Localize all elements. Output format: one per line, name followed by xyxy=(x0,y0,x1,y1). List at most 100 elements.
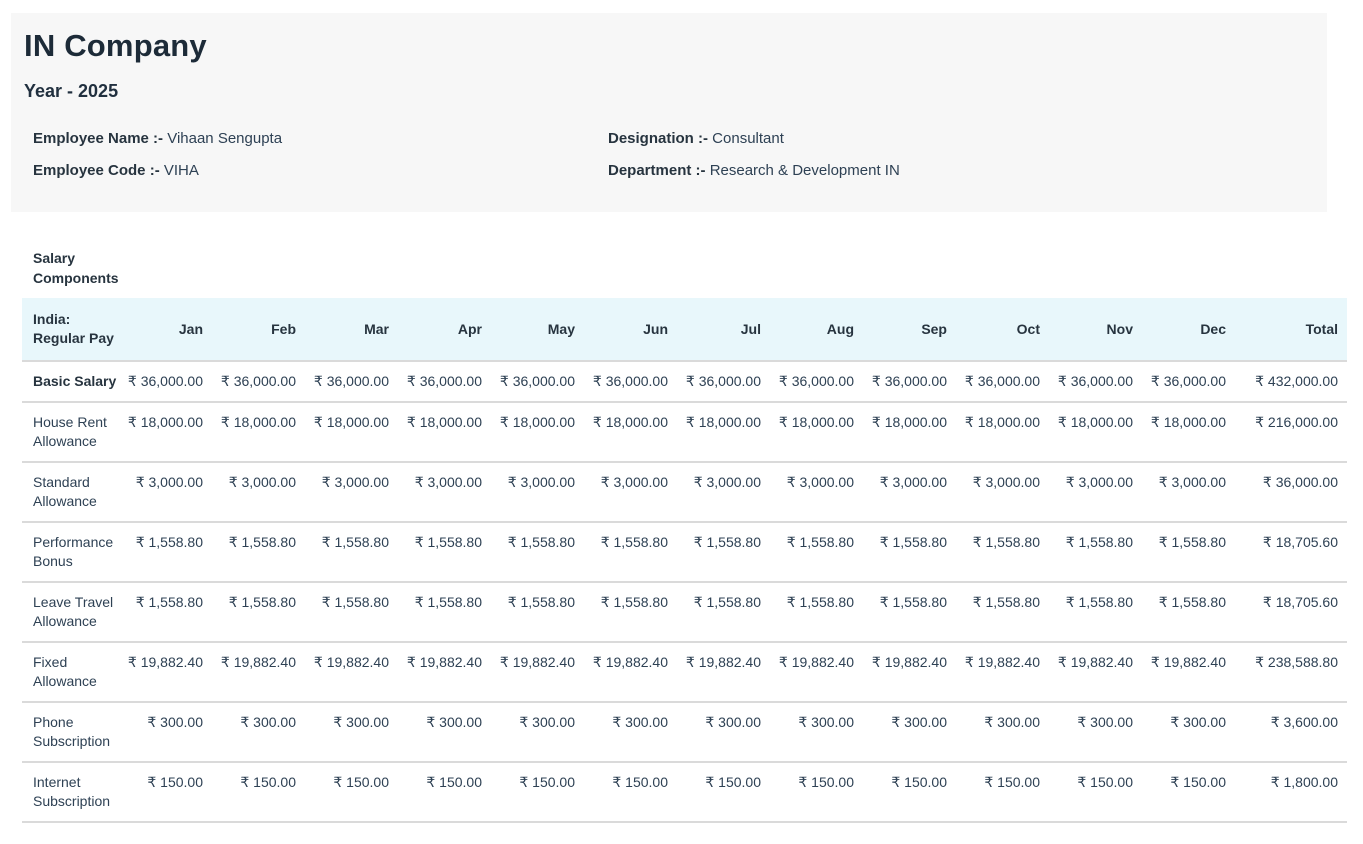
amount-cell: ₹ 1,800.00 xyxy=(1235,762,1347,823)
amount-cell: ₹ 150.00 xyxy=(956,762,1049,823)
amount-cell: ₹ 19,882.40 xyxy=(584,642,677,703)
column-header-dec: Dec xyxy=(1142,298,1235,362)
amount-cell: ₹ 19,882.40 xyxy=(863,642,956,703)
amount-cell: ₹ 300.00 xyxy=(119,702,212,763)
amount-cell: ₹ 19,882.40 xyxy=(677,642,770,703)
employee-code-label: Employee Code :- xyxy=(33,162,160,179)
column-header-apr: Apr xyxy=(398,298,491,362)
amount-cell: ₹ 1,558.80 xyxy=(212,522,305,583)
department-label: Department :- xyxy=(608,162,706,179)
employee-info-right-column: Designation :- Consultant Department :- … xyxy=(608,131,1288,195)
amount-cell: ₹ 18,000.00 xyxy=(863,402,956,463)
amount-cell: ₹ 3,000.00 xyxy=(119,462,212,523)
amount-cell: ₹ 3,000.00 xyxy=(584,462,677,523)
salary-table-section: Salary Components India: Regular Pay Jan… xyxy=(22,248,1347,823)
amount-cell: ₹ 18,000.00 xyxy=(212,402,305,463)
amount-cell: ₹ 3,000.00 xyxy=(863,462,956,523)
amount-cell: ₹ 3,000.00 xyxy=(212,462,305,523)
amount-cell: ₹ 36,000.00 xyxy=(1142,361,1235,403)
amount-cell: ₹ 300.00 xyxy=(584,702,677,763)
table-header-row: India: Regular Pay Jan Feb Mar Apr May Jun Jul… xyxy=(22,298,1347,362)
row-label: Leave Travel Allowance xyxy=(22,582,119,643)
amount-cell: ₹ 36,000.00 xyxy=(119,361,212,403)
table-row: House Rent Allowance ₹ 18,000.00 ₹ 18,000.… xyxy=(22,402,1347,463)
amount-cell: ₹ 19,882.40 xyxy=(398,642,491,703)
amount-cell: ₹ 19,882.40 xyxy=(956,642,1049,703)
amount-cell: ₹ 1,558.80 xyxy=(677,522,770,583)
amount-cell: ₹ 18,000.00 xyxy=(305,402,398,463)
column-header-jul: Jul xyxy=(677,298,770,362)
amount-cell: ₹ 1,558.80 xyxy=(584,582,677,643)
amount-cell: ₹ 1,558.80 xyxy=(863,582,956,643)
amount-cell: ₹ 150.00 xyxy=(398,762,491,823)
column-header-sep: Sep xyxy=(863,298,956,362)
amount-cell: ₹ 1,558.80 xyxy=(398,582,491,643)
amount-cell: ₹ 238,588.80 xyxy=(1235,642,1347,703)
amount-cell: ₹ 19,882.40 xyxy=(770,642,863,703)
column-header-oct: Oct xyxy=(956,298,1049,362)
amount-cell: ₹ 300.00 xyxy=(491,702,584,763)
amount-cell: ₹ 3,000.00 xyxy=(956,462,1049,523)
amount-cell: ₹ 1,558.80 xyxy=(305,582,398,643)
amount-cell: ₹ 1,558.80 xyxy=(1142,582,1235,643)
amount-cell: ₹ 432,000.00 xyxy=(1235,361,1347,403)
amount-cell: ₹ 150.00 xyxy=(677,762,770,823)
table-row: Basic Salary ₹ 36,000.00 ₹ 36,000.00 ₹ 36,0… xyxy=(22,361,1347,403)
column-header-nov: Nov xyxy=(1049,298,1142,362)
column-header-mar: Mar xyxy=(305,298,398,362)
column-header-total: Total xyxy=(1235,298,1347,362)
amount-cell: ₹ 1,558.80 xyxy=(677,582,770,643)
amount-cell: ₹ 18,000.00 xyxy=(770,402,863,463)
row-label: Fixed Allowance xyxy=(22,642,119,703)
amount-cell: ₹ 1,558.80 xyxy=(398,522,491,583)
amount-cell: ₹ 1,558.80 xyxy=(1049,582,1142,643)
column-header-jun: Jun xyxy=(584,298,677,362)
row-label: Internet Subscription xyxy=(22,762,119,823)
amount-cell: ₹ 3,000.00 xyxy=(770,462,863,523)
amount-cell: ₹ 3,600.00 xyxy=(1235,702,1347,763)
amount-cell: ₹ 18,000.00 xyxy=(677,402,770,463)
table-row: Fixed Allowance ₹ 19,882.40 ₹ 19,882.40 ₹ 1… xyxy=(22,642,1347,703)
employee-info: Employee Name :- Vihaan Sengupta Employe… xyxy=(24,131,1327,195)
employee-name-value: Vihaan Sengupta xyxy=(167,130,283,147)
amount-cell: ₹ 1,558.80 xyxy=(305,522,398,583)
table-row: Performance Bonus ₹ 1,558.80 ₹ 1,558.80 ₹ 1… xyxy=(22,522,1347,583)
amount-cell: ₹ 1,558.80 xyxy=(212,582,305,643)
amount-cell: ₹ 3,000.00 xyxy=(305,462,398,523)
amount-cell: ₹ 150.00 xyxy=(305,762,398,823)
employee-code-value: VIHA xyxy=(163,162,199,179)
amount-cell: ₹ 150.00 xyxy=(584,762,677,823)
amount-cell: ₹ 36,000.00 xyxy=(398,361,491,403)
department-value: Research & Development IN xyxy=(709,162,900,179)
amount-cell: ₹ 36,000.00 xyxy=(677,361,770,403)
page-title: IN Company xyxy=(24,28,207,63)
designation-value: Consultant xyxy=(712,130,784,147)
group-header-cell: India: Regular Pay xyxy=(22,298,119,362)
amount-cell: ₹ 1,558.80 xyxy=(119,582,212,643)
amount-cell: ₹ 150.00 xyxy=(1142,762,1235,823)
amount-cell: ₹ 300.00 xyxy=(863,702,956,763)
amount-cell: ₹ 150.00 xyxy=(119,762,212,823)
amount-cell: ₹ 18,000.00 xyxy=(119,402,212,463)
amount-cell: ₹ 300.00 xyxy=(212,702,305,763)
amount-cell: ₹ 1,558.80 xyxy=(770,522,863,583)
amount-cell: ₹ 19,882.40 xyxy=(1142,642,1235,703)
amount-cell: ₹ 300.00 xyxy=(677,702,770,763)
amount-cell: ₹ 1,558.80 xyxy=(956,522,1049,583)
amount-cell: ₹ 19,882.40 xyxy=(119,642,212,703)
amount-cell: ₹ 3,000.00 xyxy=(398,462,491,523)
amount-cell: ₹ 1,558.80 xyxy=(863,522,956,583)
amount-cell: ₹ 18,000.00 xyxy=(1142,402,1235,463)
amount-cell: ₹ 18,000.00 xyxy=(956,402,1049,463)
employee-name-row: Employee Name :- Vihaan Sengupta xyxy=(33,131,608,163)
amount-cell: ₹ 36,000.00 xyxy=(863,361,956,403)
table-row: Phone Subscription ₹ 300.00 ₹ 300.00 ₹ 300.… xyxy=(22,702,1347,763)
amount-cell: ₹ 18,000.00 xyxy=(584,402,677,463)
amount-cell: ₹ 36,000.00 xyxy=(491,361,584,403)
amount-cell: ₹ 1,558.80 xyxy=(491,522,584,583)
amount-cell: ₹ 18,705.60 xyxy=(1235,522,1347,583)
amount-cell: ₹ 1,558.80 xyxy=(1142,522,1235,583)
amount-cell: ₹ 300.00 xyxy=(1049,702,1142,763)
amount-cell: ₹ 36,000.00 xyxy=(305,361,398,403)
table-row: Leave Travel Allowance ₹ 1,558.80 ₹ 1,558.… xyxy=(22,582,1347,643)
